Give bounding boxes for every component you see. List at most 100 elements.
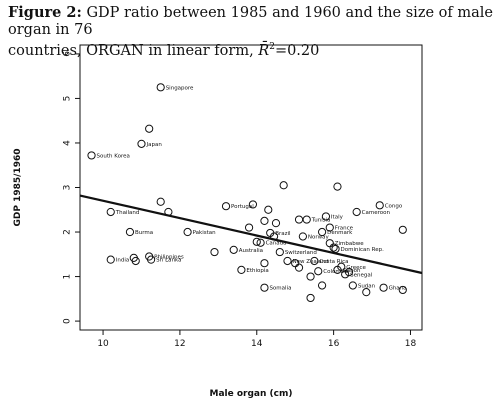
r2-value: =0.20 xyxy=(274,42,320,59)
data-point xyxy=(256,238,265,247)
point-label: Congo xyxy=(385,203,403,209)
y-axis-label: GDP 1985/1960 xyxy=(13,149,23,227)
x-tick-label: 10 xyxy=(97,339,109,349)
x-tick-label: 18 xyxy=(405,339,417,349)
caption-line-2: countries, ORGAN in linear form, xyxy=(8,42,259,59)
point-label: Zimbabwe xyxy=(335,241,365,247)
point-label: Thailand xyxy=(115,210,140,216)
data-point xyxy=(294,215,304,224)
data-point xyxy=(306,293,315,303)
data-point xyxy=(306,272,315,281)
data-point xyxy=(164,207,173,217)
data-point xyxy=(310,256,319,266)
point-label: Portugal xyxy=(231,204,254,210)
data-point xyxy=(283,256,292,266)
data-point xyxy=(317,281,327,290)
point-label: Norway xyxy=(308,234,330,240)
point-label: Japan xyxy=(145,142,162,148)
x-tick-label: 14 xyxy=(251,339,263,349)
point-label: Italy xyxy=(331,214,344,220)
point-label: Australia xyxy=(239,248,263,254)
regression-line xyxy=(79,194,423,275)
point-label: Switzerland xyxy=(285,250,317,256)
point-label: Sri Lanka xyxy=(156,258,181,264)
data-point xyxy=(260,216,269,225)
point-label: Canada xyxy=(266,241,287,247)
data-point xyxy=(379,283,388,292)
point-label: Costa Rica xyxy=(319,259,348,265)
data-point xyxy=(375,201,384,210)
point-label: Burma xyxy=(135,230,153,236)
y-tick-label: 4 xyxy=(63,140,73,146)
data-point xyxy=(106,207,115,217)
data-point xyxy=(398,285,407,295)
point-label: Pakistan xyxy=(193,230,217,236)
y-tick-label: 2 xyxy=(63,229,73,235)
data-point xyxy=(252,237,261,246)
point-label: Gabon xyxy=(342,268,360,274)
point-label: Brazil xyxy=(275,231,291,237)
data-point xyxy=(131,256,140,266)
data-point xyxy=(244,223,254,232)
data-point xyxy=(260,259,269,268)
y-tick-label: 5 xyxy=(63,96,73,102)
data-point xyxy=(333,182,342,191)
y-tick-label: 0 xyxy=(63,318,73,324)
data-point xyxy=(348,281,357,290)
data-point xyxy=(137,139,146,148)
point-label: Tunisia xyxy=(311,218,331,224)
data-point xyxy=(156,83,165,92)
x-tick-label: 16 xyxy=(328,339,340,349)
point-label: South Korea xyxy=(97,153,130,159)
data-point xyxy=(302,215,311,224)
r2-symbol: R̄ xyxy=(258,42,270,59)
point-label: Senegal xyxy=(350,272,373,278)
point-label: Singapore xyxy=(166,85,194,91)
data-point xyxy=(331,244,340,254)
data-point xyxy=(325,239,334,248)
data-point xyxy=(264,205,273,214)
data-point xyxy=(344,268,354,277)
point-label: France xyxy=(335,226,354,232)
data-point xyxy=(398,225,407,234)
data-point xyxy=(269,232,279,241)
r2-superscript: 2 xyxy=(269,42,275,52)
figure-label: Figure 2: xyxy=(8,4,82,21)
data-point xyxy=(237,265,246,274)
y-tick-label: 3 xyxy=(63,185,73,191)
data-point xyxy=(221,202,231,211)
data-point xyxy=(329,243,338,252)
data-point xyxy=(317,227,327,237)
data-point xyxy=(125,227,135,237)
point-label: Somalia xyxy=(269,286,291,292)
y-tick-label: 6 xyxy=(63,51,73,57)
data-point xyxy=(279,181,288,190)
data-points: Singapore Japan South Korea Thailand Burma Pa… xyxy=(87,83,407,303)
data-point xyxy=(145,124,154,133)
x-axis-label: Male organ (cm) xyxy=(210,389,293,399)
data-point xyxy=(229,245,238,254)
x-tick-label: 12 xyxy=(174,339,185,349)
data-point xyxy=(248,200,258,209)
y-tick-label: 1 xyxy=(63,274,73,280)
point-label: Greece xyxy=(346,265,366,271)
point-label: Colombia xyxy=(323,269,349,275)
point-label: Dominican Rep. xyxy=(341,247,385,253)
data-point xyxy=(106,255,115,264)
point-label: Sudan xyxy=(358,283,376,289)
data-point xyxy=(183,227,192,237)
point-label: Ghana xyxy=(389,286,407,292)
data-point xyxy=(337,262,346,271)
data-point xyxy=(260,283,269,292)
caption-line-1: GDP ratio between 1985 and 1960 and the … xyxy=(8,5,493,38)
data-point xyxy=(298,232,307,241)
data-point xyxy=(146,255,156,264)
point-label: India xyxy=(116,258,130,264)
data-point xyxy=(156,197,165,206)
point-label: Cameroon xyxy=(362,210,391,216)
data-point xyxy=(294,263,304,272)
point-label: Denmark xyxy=(327,230,353,236)
data-point xyxy=(321,212,331,221)
data-point xyxy=(325,223,334,232)
